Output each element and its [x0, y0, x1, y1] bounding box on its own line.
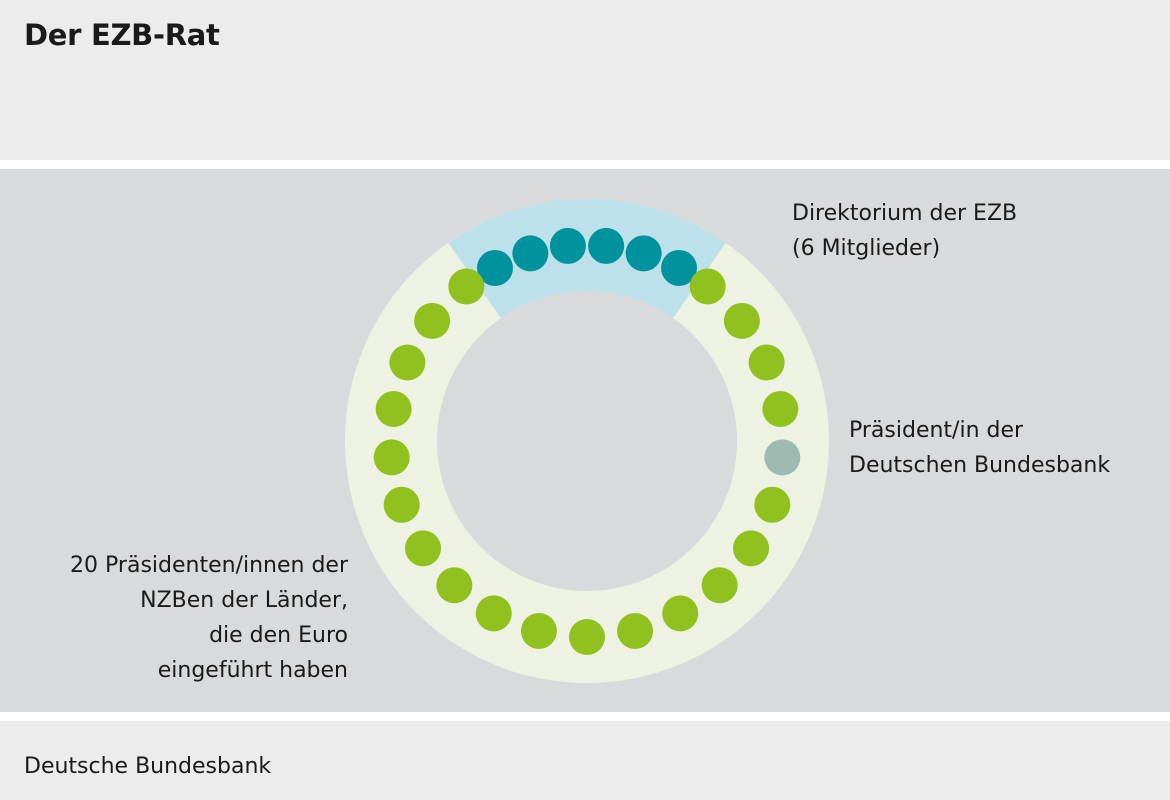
label-line: Direktorium der EZB [792, 201, 1018, 226]
national-governor-dot [569, 619, 605, 655]
board-member-dot [588, 227, 625, 264]
board-member-dot [625, 235, 662, 272]
national-governor-dot [754, 486, 791, 523]
national-governor-dot [762, 390, 799, 427]
national-governor-dot [373, 439, 410, 476]
national-governor-dot [617, 613, 654, 650]
bundesbank-member-dot [764, 439, 801, 476]
national-governor-dot [475, 595, 512, 632]
ring-national-segment [344, 198, 830, 684]
national-governor-dot [404, 530, 441, 567]
diagram-panel: Direktorium der EZB (6 Mitglieder) Präsi… [0, 169, 1170, 712]
source-label: Deutsche Bundesbank [24, 754, 272, 779]
national-governor-dot [520, 613, 557, 650]
label-line: die den Euro [209, 623, 348, 648]
national-governor-dot [733, 530, 770, 567]
national-governor-dot [689, 268, 726, 305]
header: Der EZB-Rat [0, 0, 1170, 160]
national-governor-dot [375, 390, 412, 427]
national-governor-dot [448, 268, 485, 305]
board-member-dot [476, 249, 513, 286]
label-line: (6 Mitglieder) [792, 236, 941, 261]
national-governor-dot [662, 595, 699, 632]
page-title: Der EZB-Rat [24, 18, 220, 52]
national-governor-dot [383, 486, 420, 523]
national-governor-dot [414, 302, 451, 339]
ring-board-segment [448, 199, 726, 319]
label-executive-board: Direktorium der EZB (6 Mitglieder) [792, 196, 1017, 266]
label-line: NZBen der Länder, [140, 588, 348, 613]
national-governor-dot [723, 302, 760, 339]
label-line: Präsident/in der [849, 418, 1024, 443]
national-governor-dot [436, 567, 473, 604]
label-line: Deutschen Bundesbank [849, 453, 1111, 478]
board-member-dot [512, 235, 549, 272]
label-line: eingeführt haben [157, 658, 348, 683]
national-governor-dot [701, 567, 738, 604]
board-member-dot [549, 227, 586, 264]
footer: Deutsche Bundesbank [0, 721, 1170, 800]
national-governor-dot [389, 344, 426, 381]
council-ring-diagram [344, 198, 830, 684]
label-line: 20 Präsidenten/innen der [70, 553, 348, 578]
national-governor-dot [748, 344, 785, 381]
label-bundesbank-president: Präsident/in der Deutschen Bundesbank [849, 413, 1110, 483]
label-national-governors: 20 Präsidenten/innen der NZBen der Lände… [70, 548, 348, 688]
board-member-dot [661, 249, 698, 286]
